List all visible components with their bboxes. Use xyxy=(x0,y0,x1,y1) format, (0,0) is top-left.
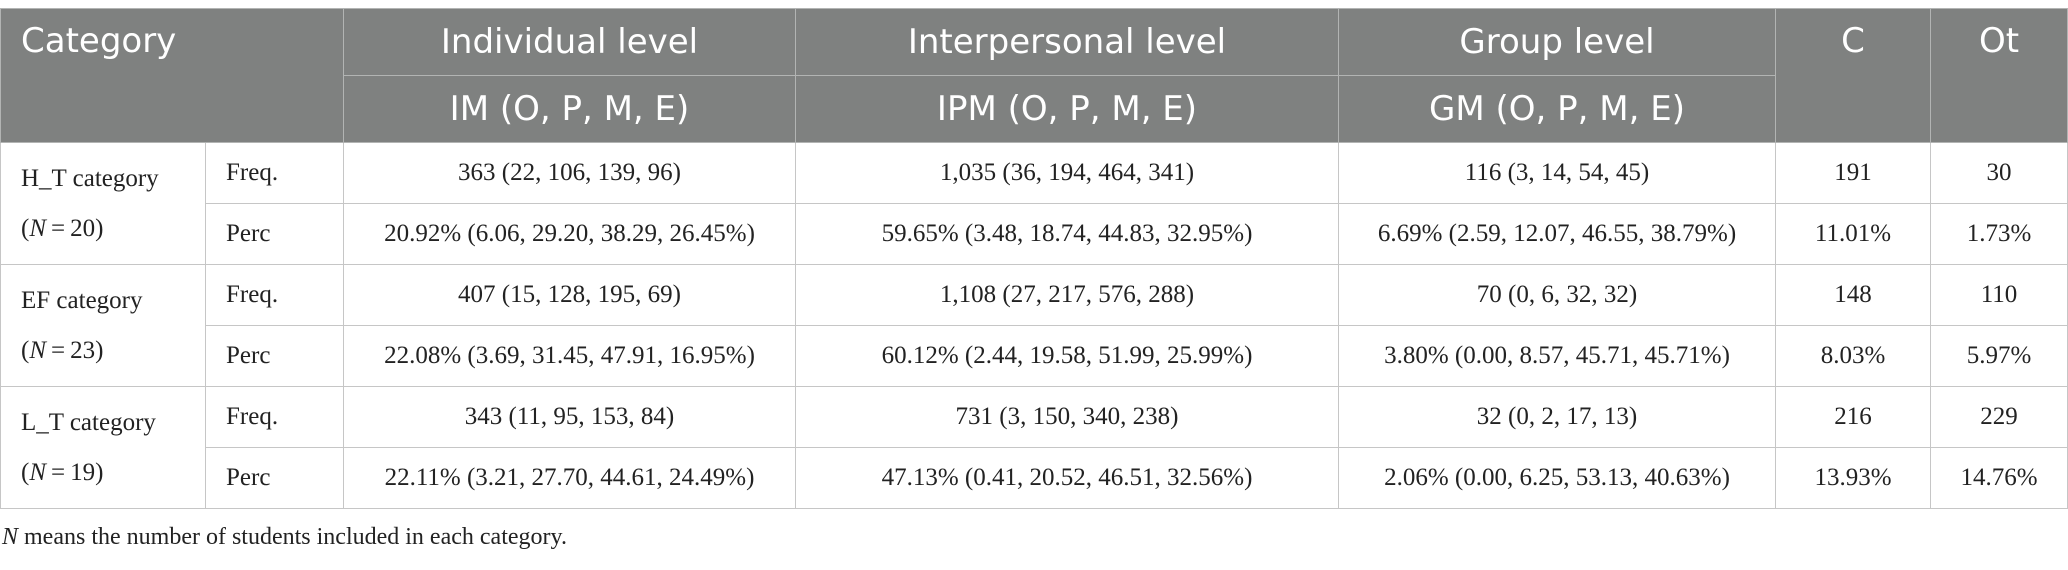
im-cell: 22.11% (3.21, 27.70, 44.61, 24.49%) xyxy=(343,447,796,509)
results-table: Category Individual level Interpersonal … xyxy=(0,8,2068,509)
category-n-label: N xyxy=(29,214,47,242)
gm-cell: 70 (0, 6, 32, 32) xyxy=(1338,264,1776,326)
table-row: L_T category (N = 19) Freq. 343 (11, 95, 15… xyxy=(0,386,2068,509)
c-cell: 148 xyxy=(1775,264,1931,326)
table-header: Category Individual level Interpersonal … xyxy=(0,8,2068,143)
c-cell: 13.93% xyxy=(1775,447,1931,509)
footnote-text: means the number of students included in… xyxy=(18,524,567,550)
im-cell: 22.08% (3.69, 31.45, 47.91, 16.95%) xyxy=(343,325,796,387)
ot-cell: 229 xyxy=(1930,386,2068,448)
ot-cell: 5.97% xyxy=(1930,325,2068,387)
gm-cell: 2.06% (0.00, 6.25, 53.13, 40.63%) xyxy=(1338,447,1776,509)
category-name: H_T category xyxy=(21,164,159,192)
header-c: C xyxy=(1775,8,1931,143)
category-n-value: = 23) xyxy=(46,336,104,364)
metric-cell: Freq. xyxy=(205,142,344,204)
ipm-cell: 47.13% (0.41, 20.52, 46.51, 32.56%) xyxy=(795,447,1339,509)
gm-cell: 3.80% (0.00, 8.57, 45.71, 45.71%) xyxy=(1338,325,1776,387)
ot-cell: 14.76% xyxy=(1930,447,2068,509)
c-cell: 8.03% xyxy=(1775,325,1931,387)
category-cell: H_T category (N = 20) xyxy=(0,142,206,265)
table-body: H_T category (N = 20) Freq. 363 (22, 106, 1… xyxy=(0,142,2068,509)
table-row: Perc 20.92% (6.06, 29.20, 38.29, 26.45%) 5… xyxy=(1,203,2068,265)
gm-cell: 116 (3, 14, 54, 45) xyxy=(1338,142,1776,204)
ot-cell: 30 xyxy=(1930,142,2068,204)
table-footnote: N means the number of students included … xyxy=(2,524,567,551)
ot-cell: 1.73% xyxy=(1930,203,2068,265)
table-row: Perc 22.11% (3.21, 27.70, 44.61, 24.49%) 4… xyxy=(1,447,2068,509)
im-cell: 20.92% (6.06, 29.20, 38.29, 26.45%) xyxy=(343,203,796,265)
metric-cell: Perc xyxy=(205,325,344,387)
category-n-open: ( xyxy=(21,214,30,242)
ipm-cell: 1,108 (27, 217, 576, 288) xyxy=(795,264,1339,326)
category-cell: EF category (N = 23) xyxy=(0,264,206,387)
metric-cell: Freq. xyxy=(205,386,344,448)
header-ipm-sub: IPM (O, P, M, E) xyxy=(795,75,1339,143)
table-row: H_T category (N = 20) Freq. 363 (22, 106, 1… xyxy=(0,142,2068,265)
header-category: Category xyxy=(0,8,344,143)
category-n-label: N xyxy=(29,336,47,364)
ipm-cell: 731 (3, 150, 340, 238) xyxy=(795,386,1339,448)
c-cell: 216 xyxy=(1775,386,1931,448)
header-ot: Ot xyxy=(1930,8,2068,143)
gm-cell: 32 (0, 2, 17, 13) xyxy=(1338,386,1776,448)
metric-cell: Freq. xyxy=(205,264,344,326)
category-cell: L_T category (N = 19) xyxy=(0,386,206,509)
category-n-value: = 20) xyxy=(46,214,104,242)
metric-cell: Perc xyxy=(205,447,344,509)
table-row: Perc 22.08% (3.69, 31.45, 47.91, 16.95%) 6… xyxy=(1,325,2068,387)
im-cell: 363 (22, 106, 139, 96) xyxy=(343,142,796,204)
category-name: L_T category xyxy=(21,408,156,436)
header-group-level: Group level xyxy=(1338,8,1776,76)
ipm-cell: 59.65% (3.48, 18.74, 44.83, 32.95%) xyxy=(795,203,1339,265)
c-cell: 11.01% xyxy=(1775,203,1931,265)
category-name: EF category xyxy=(21,286,143,314)
category-n-label: N xyxy=(29,458,47,486)
category-n-open: ( xyxy=(21,336,30,364)
header-im-sub: IM (O, P, M, E) xyxy=(343,75,796,143)
ipm-cell: 60.12% (2.44, 19.58, 51.99, 25.99%) xyxy=(795,325,1339,387)
header-gm-sub: GM (O, P, M, E) xyxy=(1338,75,1776,143)
im-cell: 343 (11, 95, 153, 84) xyxy=(343,386,796,448)
footnote-n: N xyxy=(2,524,19,550)
header-individual-level: Individual level xyxy=(343,8,796,76)
header-interpersonal-level: Interpersonal level xyxy=(795,8,1339,76)
gm-cell: 6.69% (2.59, 12.07, 46.55, 38.79%) xyxy=(1338,203,1776,265)
category-n-open: ( xyxy=(21,458,30,486)
metric-cell: Perc xyxy=(205,203,344,265)
category-n-value: = 19) xyxy=(46,458,104,486)
c-cell: 191 xyxy=(1775,142,1931,204)
ot-cell: 110 xyxy=(1930,264,2068,326)
table-row: EF category (N = 23) Freq. 407 (15, 128, 19… xyxy=(0,264,2068,387)
ipm-cell: 1,035 (36, 194, 464, 341) xyxy=(795,142,1339,204)
im-cell: 407 (15, 128, 195, 69) xyxy=(343,264,796,326)
